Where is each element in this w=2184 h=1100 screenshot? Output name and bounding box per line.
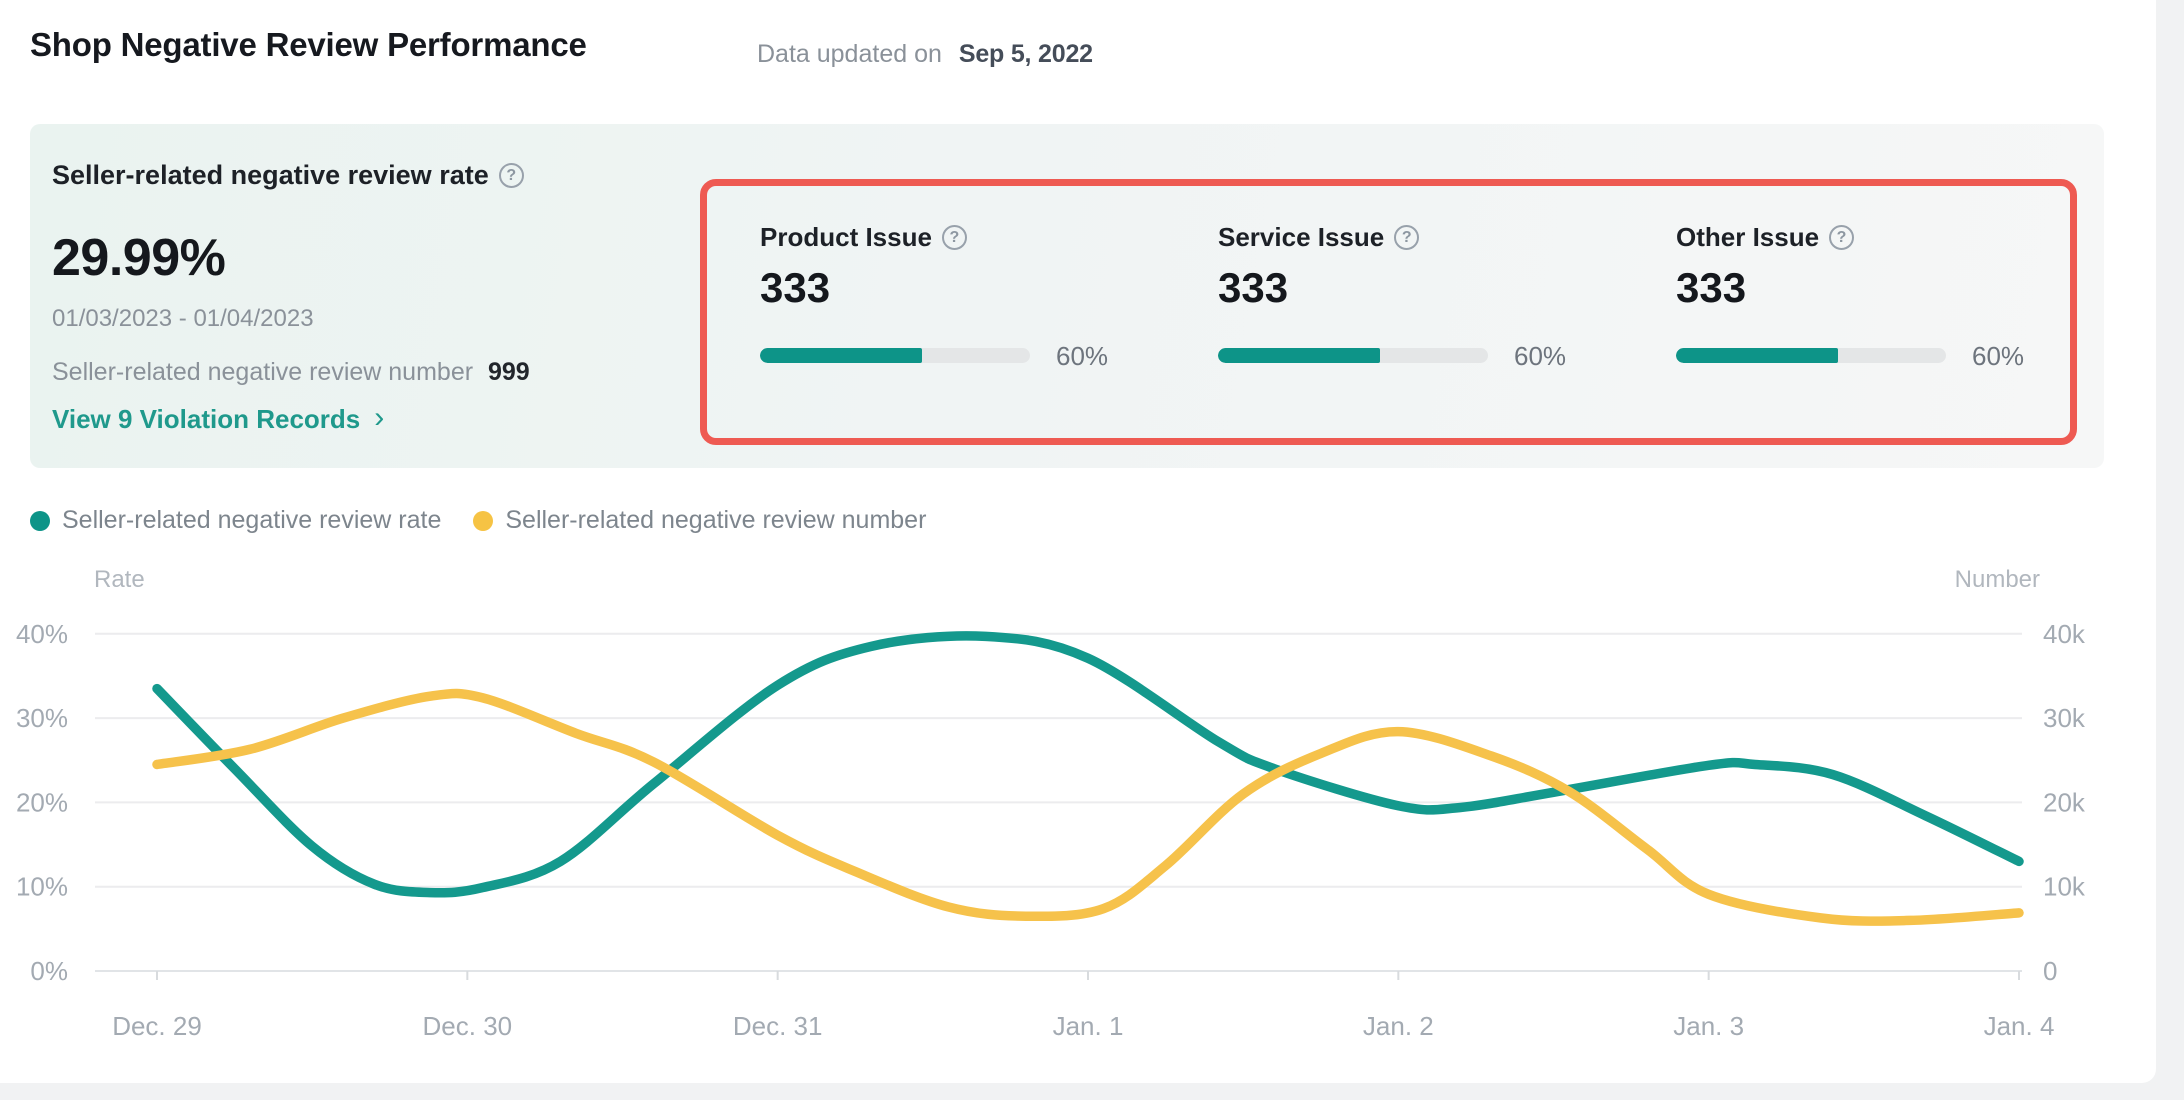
summary-card-title-label: Seller-related negative review rate [52,160,489,190]
number-line-series [152,688,2024,926]
progress-bar-fill [1218,348,1380,363]
issue-label: Product Issue [760,222,932,252]
updated-label: Data updated on [757,40,942,68]
right-axis-tick-label: 30k [2043,703,2086,733]
x-axis-label: Jan. 3 [1673,1011,1744,1041]
help-icon[interactable]: ? [498,163,524,188]
issue-value: 333 [760,264,831,311]
x-axis-label: Dec. 29 [112,1011,202,1041]
right-axis-title: Number [1954,566,2040,593]
review-number-line: Seller-related negative review number 99… [52,358,530,387]
legend-label: Seller-related negative review rate [62,506,442,534]
x-axis-label: Jan. 1 [1053,1011,1124,1041]
right-axis-tick-label: 0 [2043,956,2057,986]
right-axis-tick-label: 40k [2043,619,2086,649]
data-updated-text: Data updated on Sep 5, 2022 [757,40,1093,69]
progress-label: 60% [1972,341,2025,371]
right-axis-tick-label: 10k [2043,872,2086,902]
left-axis-tick-label: 30% [16,703,68,733]
view-violation-records-link[interactable]: View 9 Violation Records › [52,400,385,435]
chevron-right-icon: › [374,400,385,434]
legend-dot-teal [30,510,50,531]
right-axis-tick-label: 20k [2043,787,2086,817]
help-icon[interactable]: ? [1394,225,1420,250]
progress-bar-fill [1676,348,1838,363]
left-axis-tick-label: 0% [30,956,68,986]
help-icon[interactable]: ? [941,225,967,250]
issue-title: Other Issue ? [1676,222,1855,253]
highlight-annotation-box [700,179,2077,445]
summary-card-title: Seller-related negative review rate ? [52,160,524,191]
x-axis-label: Jan. 4 [1984,1011,2055,1041]
progress-label: 60% [1514,341,1567,371]
left-axis-title: Rate [94,566,145,593]
issue-value: 333 [1218,264,1289,311]
updated-date: Sep 5, 2022 [958,40,1093,68]
rate-line-series [152,631,2024,898]
chart-legend: Seller-related negative review rate Sell… [30,506,926,535]
legend-item-rate[interactable]: Seller-related negative review rate [30,506,441,535]
progress-bar [760,348,1030,363]
issue-title: Product Issue ? [760,222,967,253]
x-axis-label: Jan. 2 [1363,1011,1434,1041]
legend-item-number[interactable]: Seller-related negative review number [473,506,926,535]
review-number-value: 999 [488,358,530,386]
left-axis-tick-label: 10% [16,872,68,902]
progress-bar [1218,348,1488,363]
negative-review-rate-value: 29.99% [52,229,226,287]
issue-label: Other Issue [1676,222,1820,252]
progress-bar-fill [760,348,922,363]
main-panel: Shop Negative Review Performance Data up… [0,0,2156,1083]
left-axis-tick-label: 20% [16,787,68,817]
issue-label: Service Issue [1218,222,1385,252]
help-icon[interactable]: ? [1829,225,1855,250]
issue-title: Service Issue ? [1218,222,1420,253]
x-axis-label: Dec. 31 [733,1011,823,1041]
left-axis-tick-label: 40% [16,619,68,649]
progress-label: 60% [1056,341,1109,371]
view-violation-records-label: View 9 Violation Records [52,404,361,434]
date-range: 01/03/2023 - 01/04/2023 [52,305,314,332]
dual-axis-line-chart: Dec. 29 Dec. 30 Dec. 31 Jan. 1 Jan. 2 Jan. 3 J… [16,619,2086,1041]
page-title: Shop Negative Review Performance [30,26,587,63]
legend-dot-yellow [473,510,494,531]
progress-bar [1676,348,1946,363]
legend-label: Seller-related negative review number [505,506,927,534]
review-number-label: Seller-related negative review number [52,358,474,386]
x-axis-label: Dec. 30 [423,1011,513,1041]
issue-value: 333 [1676,264,1747,311]
